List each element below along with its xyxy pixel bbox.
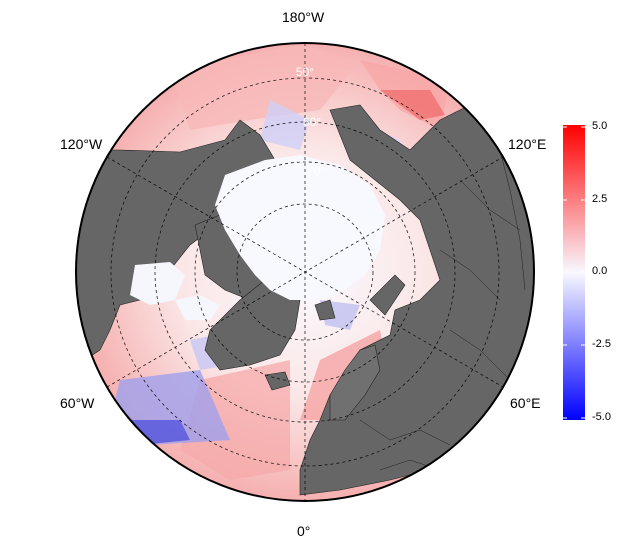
arctic-sea-ice — [130, 155, 385, 320]
colorbar-label-max: 5.0 — [592, 120, 608, 132]
graticule — [106, 43, 504, 501]
lon-label-120e: 120°E — [508, 136, 547, 152]
colorbar — [563, 125, 585, 420]
lon-label-120w: 120°W — [60, 136, 103, 152]
colorbar-label-2-5: 2.5 — [592, 193, 608, 205]
latitude-label-70: 70° — [307, 164, 325, 178]
lon-label-60e: 60°E — [510, 395, 541, 411]
colorbar-label-0: 0.0 — [592, 265, 608, 277]
map-disc — [76, 43, 534, 501]
latitude-label-50: 50° — [296, 65, 314, 79]
country-borders — [359, 149, 526, 471]
latitude-label-60: 60° — [303, 115, 321, 129]
lon-label-180w: 180°W — [282, 9, 325, 25]
lon-label-0: 0° — [297, 523, 311, 539]
scandinavia — [329, 344, 381, 421]
map-border — [75, 42, 535, 502]
lon-label-60w: 60°W — [60, 395, 95, 411]
colorbar-label-neg-2-5: -2.5 — [592, 338, 611, 350]
svalbard — [314, 299, 336, 321]
novaya-zemlya — [369, 274, 406, 316]
colorbar-label-min: -5.0 — [592, 411, 611, 423]
colorbar-ticks — [563, 126, 585, 419]
